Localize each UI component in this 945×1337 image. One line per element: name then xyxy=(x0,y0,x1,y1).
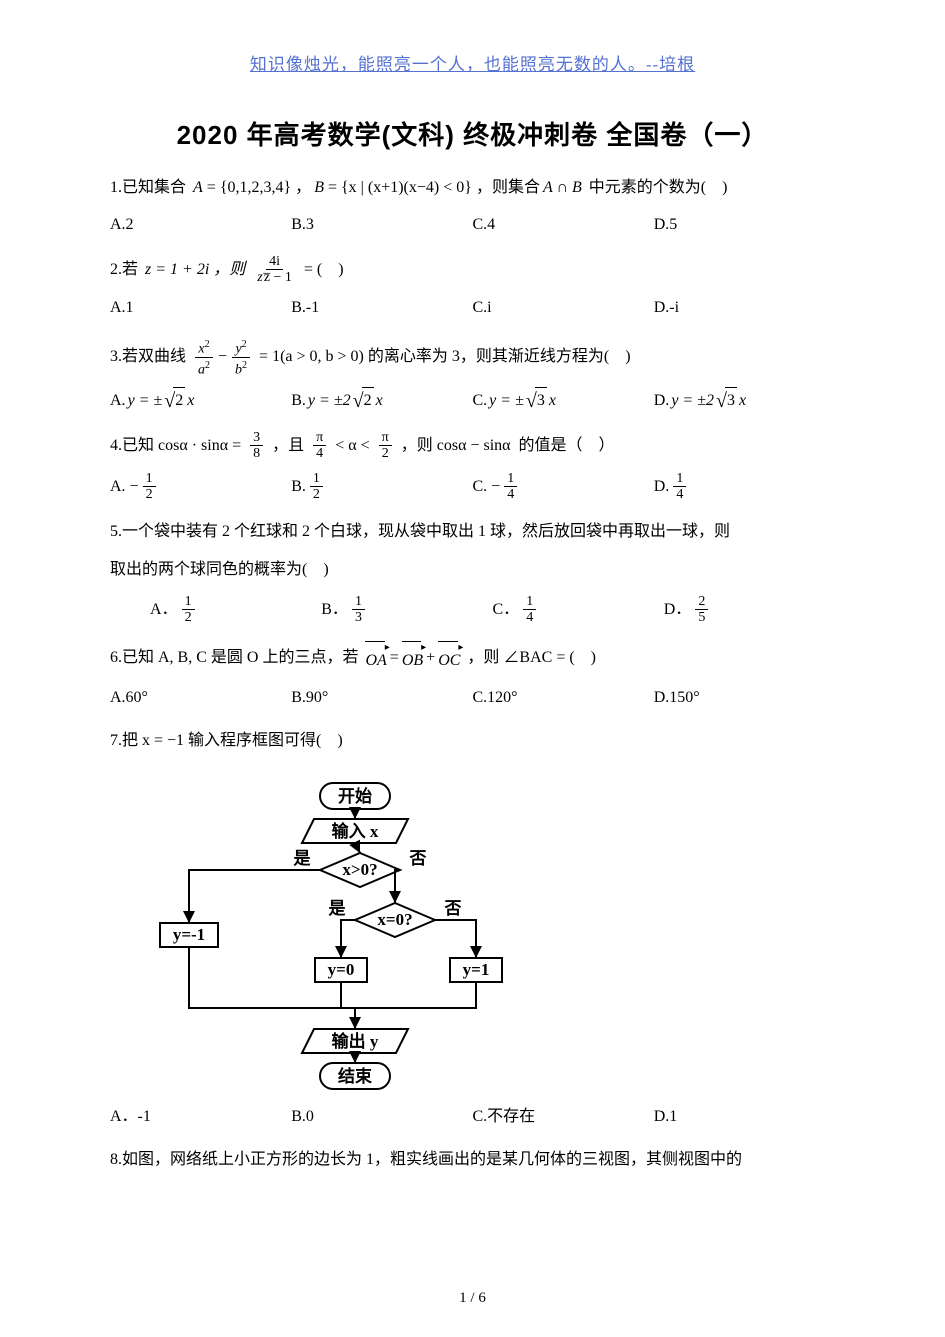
svg-text:x>0?: x>0? xyxy=(342,860,377,879)
page-footer: 1 / 6 xyxy=(0,1290,945,1307)
q3-frac2: y2 b2 xyxy=(232,337,250,377)
header-quote: 知识像烛光，能照亮一个人，也能照亮无数的人。--培根 xyxy=(110,50,835,75)
q4-choice-a: A. −12 xyxy=(110,471,291,502)
q3-frac1: x2 a2 xyxy=(195,337,213,377)
q6-tail: ，则 ∠BAC = ( ) xyxy=(463,644,596,672)
q4-choices: A. −12 B. 12 C. −14 D. 14 xyxy=(110,471,835,502)
q2-fraction: 4i zz̅ − 1 xyxy=(254,254,295,285)
q7-choice-d: D.1 xyxy=(654,1104,835,1130)
question-8: 8.如图，网络纸上小正方形的边长为 1，粗实线画出的是某几何体的三视图，其侧视图… xyxy=(110,1146,835,1174)
q1-A: A = {0,1,2,3,4} ， xyxy=(193,174,311,202)
svg-text:是: 是 xyxy=(294,849,311,868)
svg-text:输入 x: 输入 x xyxy=(332,821,379,841)
q1-B: B = {x | (x+1)(x−4) < 0} ，则集合 xyxy=(314,174,540,202)
q5-choice-c: C．14 xyxy=(493,594,664,625)
q3-cond: = 1(a > 0, b > 0) 的离心率为 3，则其渐近线方程为( ) xyxy=(255,343,631,371)
q2-choice-d: D.-i xyxy=(654,295,835,321)
q3-choice-b: B. y = ±2 √2 x xyxy=(291,387,472,414)
q1-text-1: 1.已知集合 xyxy=(110,174,190,202)
q4-r2: π2 xyxy=(379,430,392,461)
svg-text:否: 否 xyxy=(444,899,462,918)
svg-text:x=0?: x=0? xyxy=(377,910,412,929)
q6-choice-d: D.150° xyxy=(654,685,835,711)
q2-z: z = 1 + 2i ，则 xyxy=(145,256,249,284)
q2-choice-a: A.1 xyxy=(110,295,291,321)
q7-choice-a: A．-1 xyxy=(110,1104,291,1130)
q2-choice-b: B.-1 xyxy=(291,295,472,321)
q2-choice-c: C.i xyxy=(473,295,654,321)
q4-lt1: < α < xyxy=(331,432,373,460)
q5-choice-b: B．13 xyxy=(321,594,492,625)
svg-text:y=-1: y=-1 xyxy=(173,925,205,944)
svg-text:输出 y: 输出 y xyxy=(332,1031,379,1051)
question-6: 6.已知 A, B, C 是圆 O 上的三点，若 OA = OB + OC ，则… xyxy=(110,641,835,675)
q4-mid2: ，则 cosα − sinα 的值是（ ） xyxy=(397,432,615,460)
q4-r1: π4 xyxy=(313,430,326,461)
page-total: 6 xyxy=(478,1290,486,1306)
q6-choice-c: C.120° xyxy=(473,685,654,711)
minus: − xyxy=(218,343,227,371)
question-3: 3.若双曲线 x2 a2 − y2 b2 = 1(a > 0, b > 0) 的… xyxy=(110,337,835,377)
q1-tail: 中元素的个数为( ) xyxy=(585,174,728,202)
page-number: 1 xyxy=(459,1290,467,1306)
q3-choices: A. y = ± √2 x B. y = ±2 √2 x C. y = ± √3… xyxy=(110,387,835,414)
q5-choice-d: D．25 xyxy=(664,594,835,625)
q5-choice-a: A．12 xyxy=(150,594,321,625)
q4-pre: 4.已知 cosα · sinα = xyxy=(110,432,245,460)
svg-text:y=0: y=0 xyxy=(328,960,355,979)
q4-mid1: ，且 xyxy=(268,432,308,460)
q3-choice-a: A. y = ± √2 x xyxy=(110,387,291,414)
question-5-line2: 取出的两个球同色的概率为( ) xyxy=(110,556,835,584)
q2-pre: 2.若 xyxy=(110,256,142,284)
q2-frac-num: 4i xyxy=(266,254,283,270)
question-5-line1: 5.一个袋中装有 2 个红球和 2 个白球，现从袋中取出 1 球，然后放回袋中再… xyxy=(110,518,835,546)
svg-text:结束: 结束 xyxy=(338,1066,372,1086)
exam-title: 2020 年高考数学(文科) 终极冲刺卷 全国卷（一） xyxy=(110,115,835,152)
q3-choice-c: C. y = ± √3 x xyxy=(473,387,654,414)
q7-choice-b: B.0 xyxy=(291,1104,472,1130)
q2-frac-den: zz̅ − 1 xyxy=(254,270,295,285)
q2-choices: A.1 B.-1 C.i D.-i xyxy=(110,295,835,321)
svg-text:开始: 开始 xyxy=(338,786,372,806)
q4-v1: 38 xyxy=(250,430,263,461)
q1-choice-d: D.5 xyxy=(654,212,835,238)
vec-OC: OC xyxy=(438,641,460,675)
flowchart-diagram: 开始输入 xx>0?x=0?y=-1y=0y=1输出 y结束是否是否 xyxy=(150,773,510,1093)
q4-choice-d: D. 14 xyxy=(654,471,835,502)
vec-OB: OB xyxy=(402,641,423,675)
q2-tail: = ( ) xyxy=(300,256,344,284)
q1-expr: A ∩ B xyxy=(543,174,582,202)
q1-choice-c: C.4 xyxy=(473,212,654,238)
q6-choices: A.60° B.90° C.120° D.150° xyxy=(110,685,835,711)
question-1: 1.已知集合 A = {0,1,2,3,4} ， B = {x | (x+1)(… xyxy=(110,174,835,202)
q7-choice-c: C.不存在 xyxy=(473,1104,654,1130)
q7-choices: A．-1 B.0 C.不存在 D.1 xyxy=(110,1104,835,1130)
svg-text:y=1: y=1 xyxy=(463,960,490,979)
svg-text:是: 是 xyxy=(329,899,346,918)
question-4: 4.已知 cosα · sinα = 38 ，且 π4 < α < π2 ，则 … xyxy=(110,430,835,461)
q4-choice-b: B. 12 xyxy=(291,471,472,502)
q6-choice-a: A.60° xyxy=(110,685,291,711)
q1-choices: A.2 B.3 C.4 D.5 xyxy=(110,212,835,238)
vec-OA: OA xyxy=(365,641,386,675)
q4-choice-c: C. −14 xyxy=(473,471,654,502)
page: 知识像烛光，能照亮一个人，也能照亮无数的人。--培根 2020 年高考数学(文科… xyxy=(0,0,945,1337)
question-7: 7.把 x = −1 输入程序框图可得( ) xyxy=(110,727,835,755)
q5-choices: A．12 B．13 C．14 D．25 xyxy=(110,594,835,625)
svg-text:否: 否 xyxy=(409,849,427,868)
question-2: 2.若 z = 1 + 2i ，则 4i zz̅ − 1 = ( ) xyxy=(110,254,835,285)
q3-choice-d: D. y = ±2 √3 x xyxy=(654,387,835,414)
q1-choice-b: B.3 xyxy=(291,212,472,238)
q6-pre: 6.已知 A, B, C 是圆 O 上的三点，若 xyxy=(110,644,362,672)
q6-choice-b: B.90° xyxy=(291,685,472,711)
q1-choice-a: A.2 xyxy=(110,212,291,238)
q3-pre: 3.若双曲线 xyxy=(110,343,190,371)
